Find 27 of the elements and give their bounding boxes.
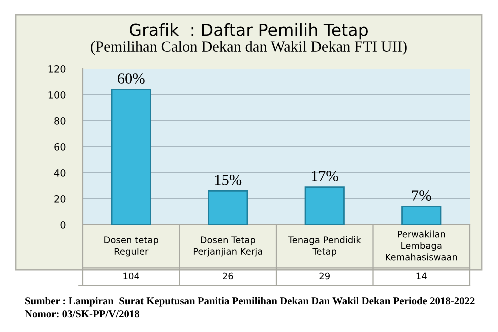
- y-tick-label: 120: [48, 65, 66, 73]
- annotation: 17%: [312, 171, 338, 182]
- x-tick-label: Dosen Tetap Perjanjian Kerja: [194, 236, 262, 257]
- x-tick-label: Tenaga Pendidik Tetap: [288, 236, 362, 257]
- text: Nomor: 03/SK-PP/V/2018: [25, 310, 140, 318]
- y-tick-label: 80: [54, 117, 66, 125]
- y-tick-label: 20: [54, 195, 66, 203]
- x-tick-label: Perwakilan Lembaga Kemahasiswaan: [386, 230, 458, 261]
- data-label: 104: [124, 272, 140, 280]
- annotation: 60%: [118, 74, 145, 84]
- data-label: 29: [320, 272, 330, 280]
- annotation: 7%: [412, 190, 432, 201]
- y-tick-label: 100: [48, 91, 66, 99]
- bar: [304, 186, 345, 225]
- data-label: 26: [223, 272, 234, 280]
- bar: [402, 206, 442, 225]
- chart-title: Grafik : Daftar Pemilih Tetap: [130, 23, 368, 40]
- bar: [111, 89, 152, 225]
- y-tick-label: 60: [54, 143, 66, 151]
- y-tick-label: 0: [60, 221, 66, 229]
- x-tick-label: Dosen tetap Reguler: [104, 236, 158, 257]
- y-tick-label: 40: [54, 169, 66, 177]
- text: Sumber : Lampiran Surat Keputusan Panitia Pemilihan Dekan Dan Wakil Dekan Periode 2018-2022: [26, 297, 475, 307]
- bar: [208, 190, 248, 225]
- data-label: 14: [416, 272, 427, 280]
- chart-subtitle: (Pemilihan Calon Dekan dan Wakil Dekan FTI UII): [91, 41, 407, 56]
- annotation: 15%: [215, 175, 242, 186]
